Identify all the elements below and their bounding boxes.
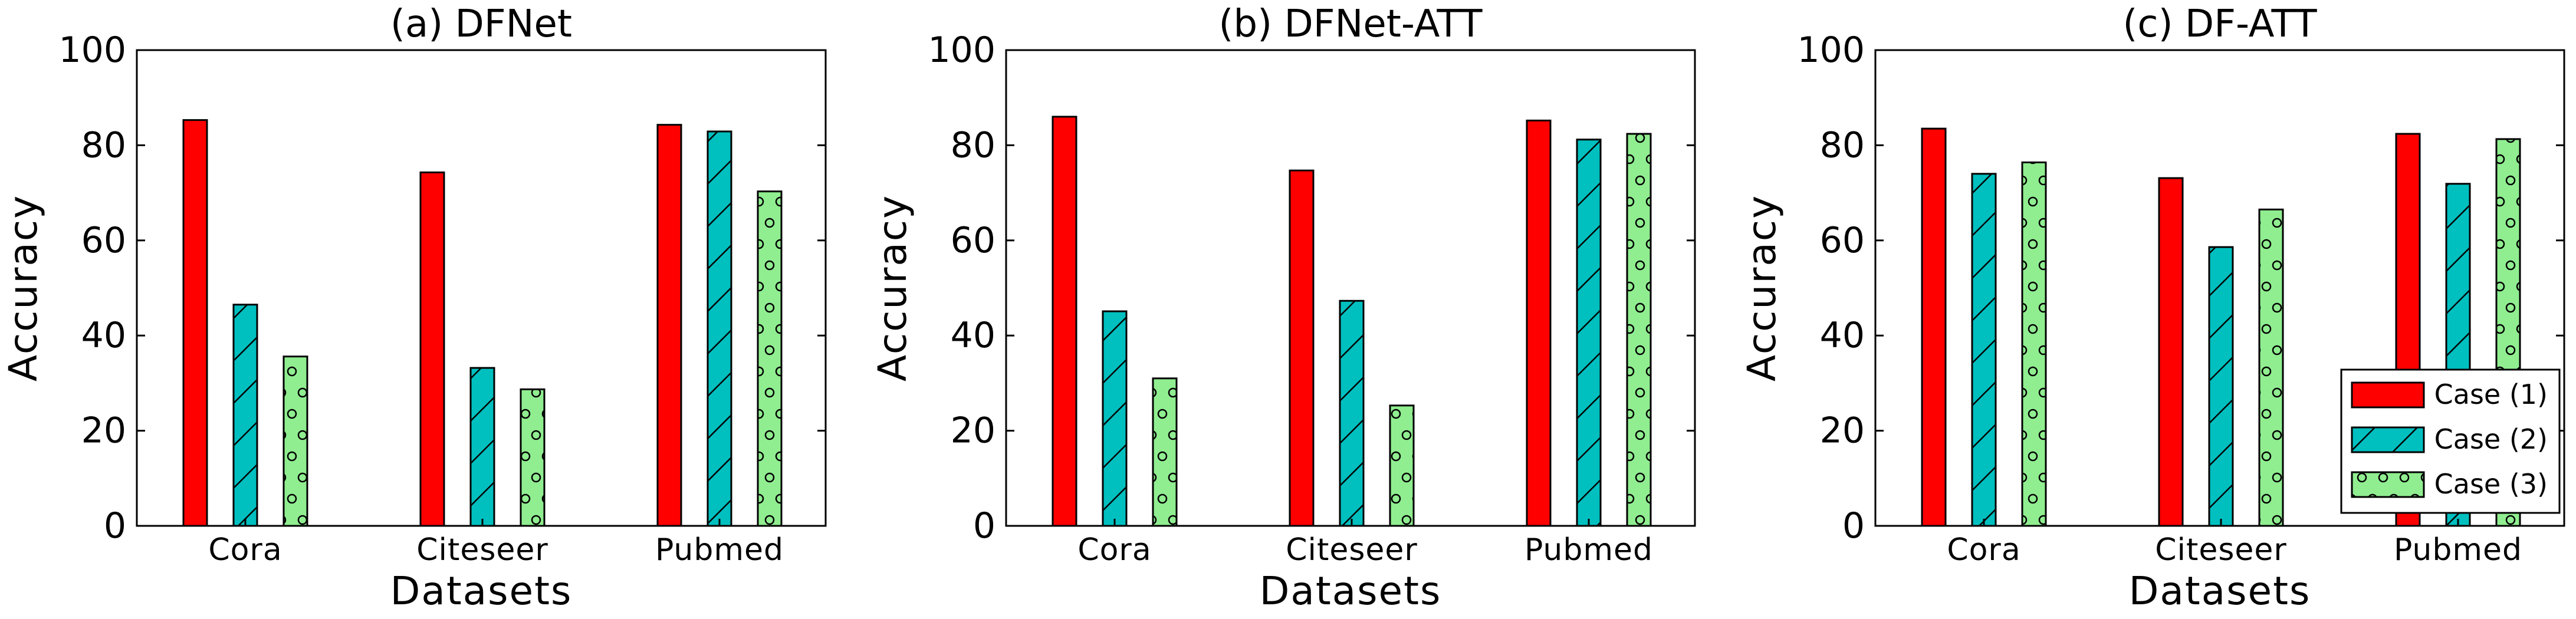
- bar-hatch-case-2: [708, 131, 731, 526]
- x-tick-label: Cora: [1947, 532, 2020, 568]
- bar-hatch-case-3: [1153, 378, 1177, 526]
- bar-hatch-case-2: [2209, 247, 2233, 526]
- y-tick-label: 20: [951, 410, 995, 452]
- x-tick-label: Citeseer: [2155, 532, 2287, 568]
- bar-hatch-case-3: [1627, 134, 1651, 526]
- y-tick-label: 20: [81, 410, 126, 452]
- y-tick-label: 80: [81, 124, 126, 166]
- chart-panel-2: (c) DF-ATT 0 20 40 60 80 100 Accuracy Cora Citese…: [1739, 2, 2565, 614]
- plot-frame: [1874, 49, 2565, 527]
- legend-swatch-case-1: [2351, 381, 2425, 409]
- bar-case-1: [1921, 127, 1947, 527]
- x-tick-label: Pubmed: [655, 532, 784, 568]
- y-tick-label: 40: [1820, 315, 1865, 356]
- chart-title: (c) DF-ATT: [2122, 2, 2317, 46]
- y-tick-label: 80: [951, 124, 995, 166]
- y-tick-label: 20: [1820, 410, 1865, 452]
- x-axis-label: Datasets: [390, 568, 573, 614]
- y-tick-label: 40: [81, 315, 126, 356]
- bar-hatch-case-2: [1577, 139, 1601, 526]
- bar-case-1: [2158, 177, 2184, 527]
- y-tick-label: 60: [81, 220, 126, 261]
- x-tick-label: Citeseer: [1286, 532, 1418, 568]
- bar-hatch-case-3: [284, 356, 307, 526]
- x-tick-label: Pubmed: [1524, 532, 1653, 568]
- legend-label: Case (1): [2434, 378, 2548, 410]
- bar-hatch-case-2: [1972, 173, 1996, 526]
- y-tick-label: 80: [1820, 124, 1865, 166]
- bar-case-1: [1052, 116, 1077, 527]
- chart-panel-0: (a) DFNet 0 20 40 60 80 100 Accuracy Cora Citesee…: [1, 2, 827, 614]
- bar-hatch-case-2: [1340, 301, 1363, 526]
- bar-case-1: [1526, 119, 1552, 527]
- x-axis-label: Datasets: [1260, 568, 1442, 614]
- legend: Case (1) Case (2) Case (3): [2340, 368, 2561, 514]
- plot-frame: [136, 49, 827, 527]
- legend-label: Case (3): [2434, 468, 2548, 500]
- bar-hatch-case-2: [471, 368, 494, 526]
- bar-hatch-case-3: [2259, 209, 2283, 526]
- x-tick-label: Cora: [1077, 532, 1151, 568]
- bar-hatch-case-2: [1103, 311, 1126, 526]
- legend-swatch-hatch-3: [2352, 472, 2424, 497]
- x-tick-label: Cora: [208, 532, 282, 568]
- y-tick-label: 0: [104, 505, 126, 546]
- x-tick-label: Pubmed: [2394, 532, 2522, 568]
- legend-label: Case (2): [2434, 423, 2548, 455]
- x-tick-label: Citeseer: [416, 532, 548, 568]
- y-axis-label: Accuracy: [870, 195, 915, 381]
- chart-title: (b) DFNet-ATT: [1219, 2, 1483, 46]
- y-axis-label: Accuracy: [1739, 195, 1785, 381]
- y-tick-label: 40: [951, 315, 995, 356]
- y-tick-label: 0: [973, 505, 995, 546]
- bar-hatch-case-2: [234, 304, 257, 526]
- legend-swatch-hatch-2: [2352, 427, 2424, 452]
- bar-case-1: [1289, 169, 1315, 527]
- bar-case-1: [656, 124, 682, 527]
- x-axis-label: Datasets: [2129, 568, 2311, 614]
- chart-panel-1: (b) DFNet-ATT 0 20 40 60 80 100 Accuracy Cora Cit…: [870, 2, 1696, 614]
- y-tick-label: 60: [1820, 220, 1865, 261]
- y-tick-label: 100: [58, 29, 126, 71]
- bar-case-1: [182, 119, 208, 527]
- plot-frame: [1005, 49, 1696, 527]
- bar-hatch-case-3: [758, 191, 781, 526]
- bar-hatch-case-3: [1390, 405, 1414, 526]
- bar-hatch-case-3: [2022, 162, 2046, 526]
- bar-case-1: [419, 171, 445, 527]
- y-tick-label: 0: [1842, 505, 1865, 546]
- bar-hatch-case-3: [521, 389, 544, 526]
- chart-title: (a) DFNet: [390, 2, 572, 46]
- y-axis-label: Accuracy: [1, 195, 46, 381]
- y-tick-label: 60: [951, 220, 995, 261]
- y-tick-label: 100: [928, 29, 995, 71]
- y-tick-label: 100: [1797, 29, 1865, 71]
